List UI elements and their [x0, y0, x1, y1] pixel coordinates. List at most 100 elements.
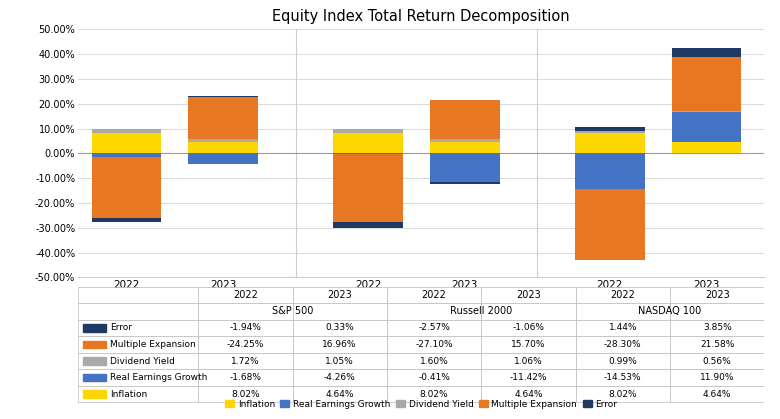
Bar	[198, 353, 292, 369]
Bar	[576, 287, 670, 303]
Text: -1.68%: -1.68%	[229, 373, 261, 382]
Bar	[198, 369, 292, 386]
Bar	[83, 324, 106, 332]
Bar	[576, 336, 670, 353]
Text: 2023: 2023	[328, 290, 352, 300]
Bar	[481, 369, 576, 386]
Bar	[387, 320, 481, 336]
Title: Equity Index Total Return Decomposition: Equity Index Total Return Decomposition	[272, 9, 570, 24]
Text: 0.56%: 0.56%	[703, 357, 732, 365]
Bar	[333, 154, 402, 222]
Bar	[481, 320, 576, 336]
Bar	[91, 217, 161, 222]
Bar	[83, 357, 106, 365]
Text: Real Earnings Growth: Real Earnings Growth	[110, 373, 207, 382]
Bar	[481, 303, 576, 320]
Bar	[672, 57, 741, 111]
Bar	[575, 127, 644, 131]
Bar	[198, 336, 292, 353]
Bar	[292, 369, 387, 386]
Text: 0.99%: 0.99%	[608, 357, 637, 365]
Text: -4.26%: -4.26%	[324, 373, 356, 382]
Text: 2022: 2022	[233, 290, 257, 300]
Bar	[576, 320, 670, 336]
Bar	[387, 353, 481, 369]
Text: -27.10%: -27.10%	[415, 340, 453, 349]
Text: 1.60%: 1.60%	[420, 357, 448, 365]
Text: 2022: 2022	[422, 290, 446, 300]
Bar	[292, 320, 387, 336]
Bar	[670, 369, 764, 386]
Bar	[292, 353, 387, 369]
Bar	[672, 48, 741, 57]
Bar	[78, 320, 198, 336]
Bar	[333, 133, 402, 153]
Text: 8.02%: 8.02%	[231, 390, 260, 398]
Bar	[575, 131, 644, 133]
Bar	[188, 139, 258, 142]
Text: Russell 2000: Russell 2000	[450, 306, 512, 316]
Bar	[576, 303, 670, 320]
Bar	[481, 336, 576, 353]
Bar	[430, 182, 499, 184]
Bar	[430, 100, 499, 139]
Bar	[292, 386, 387, 402]
Bar	[91, 133, 161, 153]
Bar	[670, 303, 764, 320]
Text: -28.30%: -28.30%	[604, 340, 642, 349]
Bar	[575, 153, 644, 189]
Bar	[670, 386, 764, 402]
Bar	[672, 111, 741, 112]
Bar	[78, 336, 198, 353]
Bar	[292, 336, 387, 353]
Bar	[188, 96, 258, 97]
Bar	[575, 189, 644, 259]
Text: -0.41%: -0.41%	[418, 373, 450, 382]
Bar	[481, 353, 576, 369]
Bar	[387, 287, 481, 303]
Bar	[198, 303, 292, 320]
Bar	[91, 129, 161, 133]
Text: Multiple Expansion: Multiple Expansion	[110, 340, 196, 349]
Bar	[91, 158, 161, 217]
Text: 8.02%: 8.02%	[420, 390, 448, 398]
Bar	[387, 336, 481, 353]
Legend: Inflation, Real Earnings Growth, Dividend Yield, Multiple Expansion, Error: Inflation, Real Earnings Growth, Dividen…	[222, 396, 621, 412]
Bar	[670, 353, 764, 369]
Bar	[333, 222, 402, 228]
Bar	[576, 353, 670, 369]
Bar	[333, 153, 402, 154]
Bar	[188, 142, 258, 153]
Bar	[78, 369, 198, 386]
Text: 1.44%: 1.44%	[608, 323, 637, 332]
Text: 16.96%: 16.96%	[322, 340, 357, 349]
Bar	[387, 386, 481, 402]
Bar	[83, 374, 106, 381]
Bar	[78, 386, 198, 402]
Text: 1.06%: 1.06%	[514, 357, 543, 365]
Bar	[430, 153, 499, 182]
Text: -1.06%: -1.06%	[512, 323, 544, 332]
Bar	[188, 97, 258, 139]
Text: S&P 500: S&P 500	[271, 306, 314, 316]
Bar	[672, 112, 741, 142]
Text: 2023: 2023	[705, 290, 729, 300]
Bar	[387, 303, 481, 320]
Bar	[672, 142, 741, 153]
Bar	[481, 386, 576, 402]
Bar	[83, 341, 106, 348]
Bar	[576, 386, 670, 402]
Bar	[292, 303, 387, 320]
Bar	[430, 142, 499, 153]
Bar	[333, 129, 402, 133]
Text: 2022: 2022	[611, 290, 635, 300]
Bar	[198, 320, 292, 336]
Bar	[575, 133, 644, 153]
Text: 3.85%: 3.85%	[703, 323, 732, 332]
Text: Error: Error	[110, 323, 133, 332]
Text: 11.90%: 11.90%	[700, 373, 735, 382]
Bar	[91, 153, 161, 158]
Text: NASDAQ 100: NASDAQ 100	[638, 306, 702, 316]
Text: 8.02%: 8.02%	[608, 390, 637, 398]
Bar	[198, 386, 292, 402]
